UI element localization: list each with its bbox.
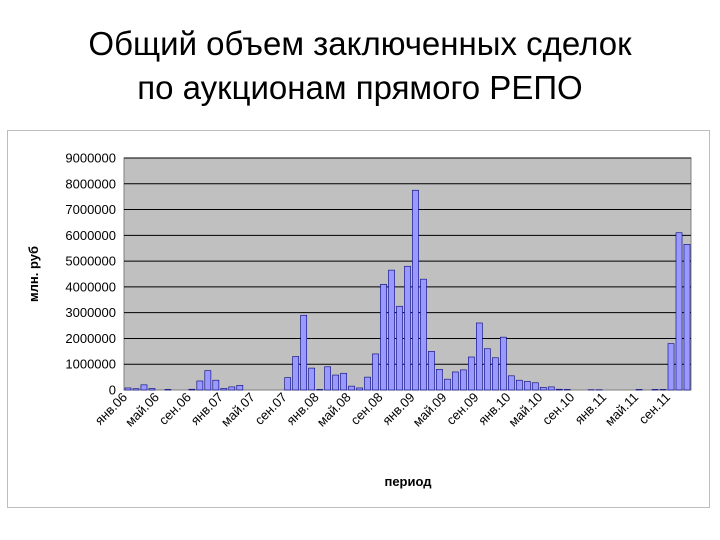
bar <box>675 232 683 391</box>
bar <box>436 369 443 391</box>
bar <box>196 380 204 391</box>
bar <box>316 389 323 391</box>
x-tick-label: май.11 <box>602 390 641 429</box>
y-tick-labels: 0 1000000 2000000 3000000 4000000 5000000 6000… <box>65 151 116 398</box>
bar <box>396 305 403 391</box>
bar <box>492 357 499 391</box>
x-axis-label: период <box>384 474 432 489</box>
bar <box>507 375 515 391</box>
bar <box>188 388 196 391</box>
bar <box>164 389 172 391</box>
bar <box>428 351 435 391</box>
bar <box>444 378 451 391</box>
slide-title: Общий объем заключенных сделок по аукцио… <box>0 22 720 110</box>
bar <box>148 388 156 391</box>
slide-title-line-2: по аукционам прямого РЕПО <box>137 69 583 106</box>
bar <box>324 366 331 391</box>
x-tick-label: сен.06 <box>156 390 194 428</box>
y-tick-label: 1000000 <box>65 357 116 372</box>
bar <box>659 389 667 391</box>
x-tick-label: май.09 <box>410 390 450 430</box>
bar <box>683 244 691 391</box>
bar <box>452 371 459 391</box>
bar <box>124 387 132 391</box>
bar <box>204 370 212 391</box>
slide-title-line-1: Общий объем заключенных сделок <box>88 25 632 62</box>
bar <box>555 388 563 391</box>
y-axis-label: млн. руб <box>26 246 41 302</box>
bar <box>292 356 300 391</box>
bar <box>523 381 531 391</box>
y-tick-label: 8000000 <box>65 176 116 191</box>
bar <box>308 367 316 391</box>
y-tick-label: 0 <box>109 383 116 398</box>
bar <box>547 386 555 391</box>
bar <box>404 265 411 391</box>
x-tick-label: май.06 <box>122 390 162 430</box>
bar <box>228 386 236 391</box>
y-tick-label: 7000000 <box>65 202 116 217</box>
y-tick-label: 9000000 <box>65 151 116 166</box>
bar <box>635 389 643 391</box>
bar <box>212 379 220 391</box>
x-tick-label: май.10 <box>505 390 545 430</box>
bar <box>132 388 140 391</box>
bar <box>140 384 148 391</box>
bar <box>484 348 491 391</box>
bar <box>539 387 547 391</box>
x-tick-label: сен.11 <box>636 390 673 427</box>
bar <box>340 372 347 391</box>
bar <box>388 269 395 391</box>
y-tick-label: 5000000 <box>65 254 116 269</box>
bar <box>412 189 419 391</box>
bar <box>476 322 483 391</box>
bar <box>468 356 475 391</box>
x-tick-label: сен.07 <box>252 390 290 428</box>
bar <box>284 377 292 391</box>
bar <box>348 385 355 391</box>
bar <box>531 382 539 391</box>
bar <box>332 374 339 391</box>
bar <box>667 343 675 391</box>
x-tick-label: сен.08 <box>347 390 385 428</box>
bar <box>372 353 379 391</box>
bar <box>563 389 571 391</box>
bar <box>380 284 387 391</box>
y-tick-label: 4000000 <box>65 279 116 294</box>
x-tick-label: май.08 <box>314 390 354 430</box>
bar <box>499 336 507 391</box>
bar <box>364 376 371 391</box>
bar <box>220 388 228 391</box>
x-tick-label: май.07 <box>218 390 258 430</box>
bar <box>356 387 363 391</box>
y-tick-label: 3000000 <box>65 305 116 320</box>
x-tick-label: сен.09 <box>443 390 481 428</box>
x-tick-label: сен.10 <box>539 390 577 428</box>
bar <box>300 314 308 391</box>
y-tick-label: 6000000 <box>65 228 116 243</box>
bar <box>651 389 659 391</box>
bars <box>124 189 691 391</box>
bar <box>236 385 244 391</box>
bar <box>515 379 523 391</box>
y-tick-label: 2000000 <box>65 331 116 346</box>
bar <box>420 278 427 391</box>
x-tick-label: янв.11 <box>572 390 610 428</box>
x-tick-labels: янв.06май.06сен.06янв.07май.07сен.07янв.… <box>92 390 673 430</box>
bar <box>460 369 467 391</box>
